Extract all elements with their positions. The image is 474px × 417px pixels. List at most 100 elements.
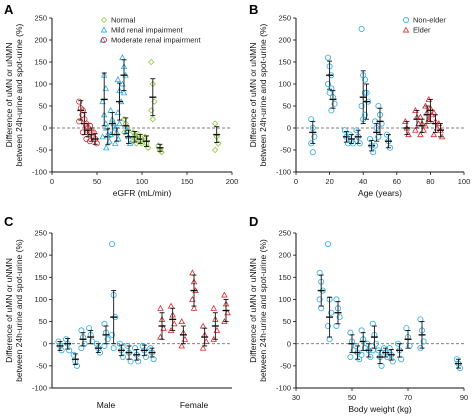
y-axis-label: between 24h-urine and spot-urine (%): [14, 239, 24, 382]
data-point: [102, 124, 110, 131]
data-group: [221, 291, 231, 325]
data-group: [199, 322, 210, 351]
data-group: [132, 345, 142, 365]
data-point: [116, 120, 123, 127]
panel-d: -100 -50 0 50 100 150 200 250 30 50 70 90 Body weigh…: [248, 229, 468, 414]
data-point: [324, 241, 331, 248]
data-point: [189, 269, 196, 276]
data-point: [109, 241, 116, 248]
data-point: [311, 133, 318, 140]
data-group: [402, 117, 412, 138]
data-group: [435, 120, 446, 140]
data-point: [372, 340, 379, 347]
data-group: [361, 76, 372, 120]
data-group: [412, 106, 422, 133]
panel-label-b: B: [249, 2, 258, 17]
data-point: [309, 149, 316, 156]
y-tick-label: 100: [34, 295, 47, 304]
data-point: [107, 106, 114, 113]
x-category-female: Female: [180, 400, 209, 410]
data-point: [66, 347, 73, 354]
data-group: [147, 345, 157, 363]
data-point: [119, 54, 126, 61]
x-tick-label: 50: [93, 177, 101, 186]
data-group: [157, 304, 167, 340]
data-group: [121, 116, 131, 136]
data-point: [210, 304, 218, 311]
data-point: [386, 345, 393, 352]
data-group: [383, 131, 393, 151]
y-tick-label: -50: [36, 146, 47, 155]
y-tick-label: 0: [43, 124, 47, 133]
legend-marker-moderate: [101, 37, 108, 44]
y-tick-label: -100: [276, 168, 291, 177]
data-group: [386, 345, 396, 365]
data-point: [90, 129, 97, 136]
y-tick-label: 250: [278, 229, 291, 238]
legend-label-mild: Mild renal impairment: [111, 26, 184, 35]
data-group: [189, 269, 199, 311]
data-point: [370, 149, 377, 156]
data-group: [90, 129, 100, 147]
y-tick-label: 250: [278, 14, 291, 23]
data-point: [358, 103, 365, 110]
y-tick-label: 0: [287, 339, 291, 348]
y-tick-label: 200: [278, 251, 291, 260]
data-point: [199, 322, 207, 329]
y-tick-label: 50: [39, 317, 47, 326]
data-point: [211, 146, 219, 154]
data-group: [111, 124, 122, 146]
data-point: [148, 58, 155, 66]
x-tick-label: 30: [292, 393, 300, 402]
data-group: [453, 356, 463, 372]
data-group: [375, 347, 385, 369]
data-point: [70, 351, 77, 358]
data-point: [178, 342, 186, 349]
data-point: [76, 118, 83, 125]
data-point: [347, 353, 354, 360]
data-group: [211, 120, 222, 154]
data-group: [123, 126, 134, 146]
data-point: [211, 120, 219, 127]
y-axis-label: Difference of uMN or uNMN: [4, 43, 14, 148]
legend-marker-mild: [100, 26, 108, 33]
y-tick-label: 0: [287, 124, 291, 133]
data-point: [389, 358, 396, 365]
x-tick-label: 70: [404, 393, 412, 402]
x-tick-label: 60: [393, 177, 401, 186]
data-group: [141, 133, 152, 151]
data-group: [139, 342, 149, 360]
data-point: [102, 144, 110, 151]
data-group: [70, 351, 80, 369]
data-group: [124, 342, 134, 365]
x-tick-label: 0: [294, 177, 298, 186]
y-tick-label: 200: [34, 251, 47, 260]
y-tick-label: 150: [34, 273, 47, 282]
data-point: [132, 345, 139, 352]
data-point: [316, 296, 323, 303]
data-point: [109, 331, 116, 338]
data-point: [336, 314, 343, 321]
data-point: [110, 345, 117, 352]
data-point: [119, 353, 126, 360]
y-axis-label: Difference of uMN or uNMN: [248, 43, 258, 148]
y-tick-label: 200: [278, 36, 291, 45]
data-point: [135, 358, 142, 365]
data-point: [358, 351, 365, 358]
data-group: [167, 302, 178, 333]
panel-a: -100 -50 0 50 100 150 200 250 0 50 100 150 200 eGFR (…: [4, 14, 238, 198]
data-point: [417, 131, 424, 138]
data-group: [366, 135, 377, 156]
y-tick-label: 50: [283, 102, 291, 111]
panel-label-c: C: [4, 214, 14, 229]
data-point: [99, 133, 106, 140]
data-group: [63, 336, 73, 354]
y-tick-label: 150: [34, 58, 47, 67]
x-tick-label: 40: [359, 177, 367, 186]
data-group: [78, 327, 88, 352]
x-tick-label: 100: [136, 177, 149, 186]
data-point: [430, 131, 438, 138]
